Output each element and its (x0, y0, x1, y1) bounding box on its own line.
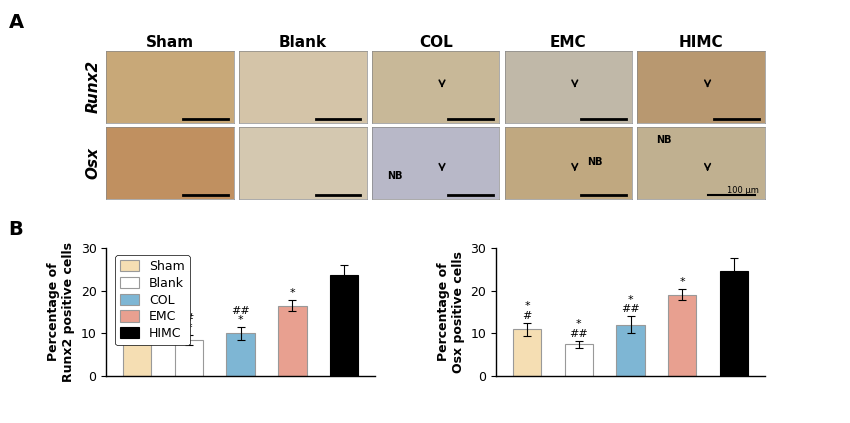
Bar (123, 321, 151, 376)
Bar (720, 271, 748, 376)
Title: HIMC: HIMC (679, 35, 723, 49)
Text: *: * (679, 277, 685, 287)
Bar (175, 340, 203, 376)
Text: *
##: * ## (621, 295, 640, 314)
Text: NB: NB (387, 171, 403, 181)
Legend: Sham, Blank, COL, EMC, HIMC: Sham, Blank, COL, EMC, HIMC (116, 255, 190, 345)
Title: Sham: Sham (146, 35, 194, 49)
Text: ##
*: ## * (231, 306, 250, 325)
Bar (278, 305, 307, 376)
Title: COL: COL (419, 35, 452, 49)
Text: *
#: * # (523, 302, 532, 321)
Text: #
*: # * (184, 313, 194, 332)
Bar (668, 295, 696, 376)
Y-axis label: Runx2: Runx2 (86, 60, 100, 113)
Y-axis label: Percentage of
Osx positive cells: Percentage of Osx positive cells (437, 251, 465, 373)
Title: EMC: EMC (550, 35, 586, 49)
Bar (330, 275, 359, 376)
Bar (226, 333, 255, 376)
Text: B: B (8, 220, 23, 239)
Y-axis label: Percentage of
Runx2 positive cells: Percentage of Runx2 positive cells (47, 242, 75, 382)
Y-axis label: Osx: Osx (86, 147, 100, 179)
Bar (513, 329, 541, 376)
Text: A: A (8, 13, 24, 32)
Bar (616, 325, 645, 376)
Text: *: * (134, 301, 140, 311)
Text: 100 μm: 100 μm (727, 187, 758, 195)
Text: NB: NB (587, 157, 603, 167)
Text: *: * (290, 288, 295, 298)
Text: *
##: * ## (570, 319, 588, 339)
Bar (564, 344, 593, 376)
Text: NB: NB (656, 135, 672, 145)
Title: Blank: Blank (279, 35, 327, 49)
